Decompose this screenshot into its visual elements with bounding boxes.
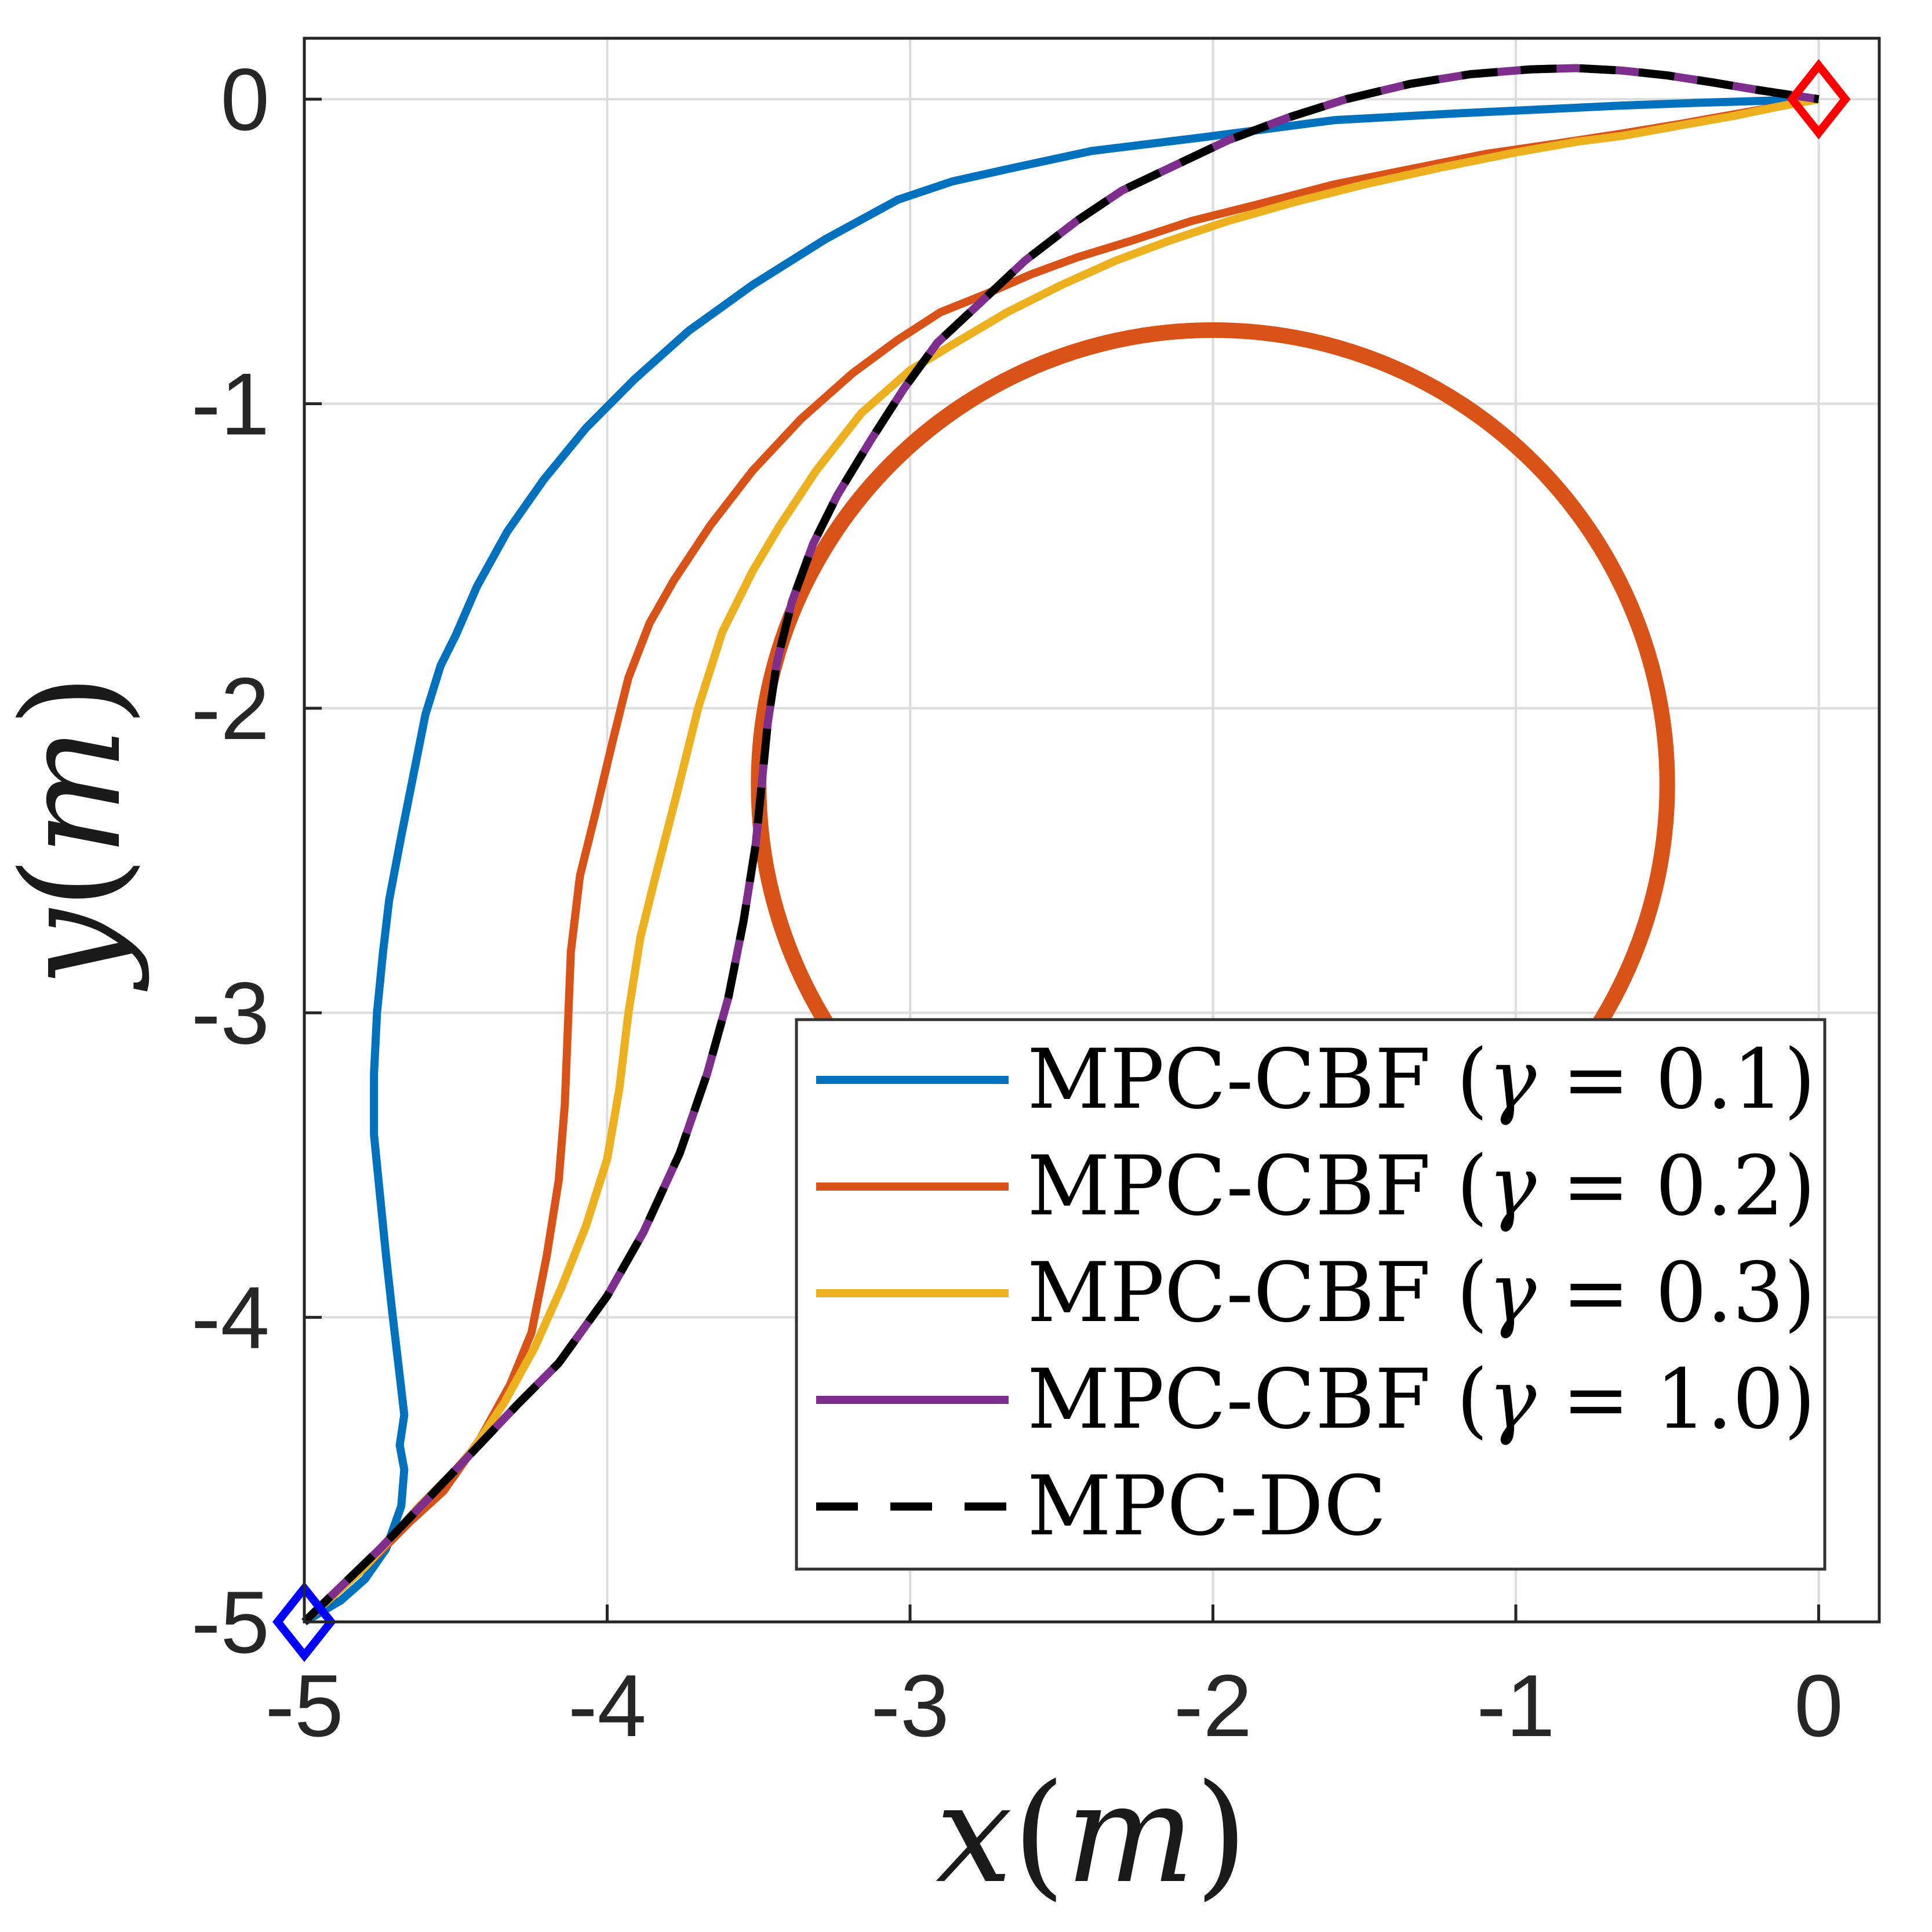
x-tick-label: -4: [568, 1657, 646, 1755]
trajectory-4: [301, 64, 1820, 1625]
y-tick-label: -4: [191, 1269, 270, 1367]
goal-marker: [1787, 59, 1851, 140]
markers: [272, 59, 1851, 1662]
tick-labels: -5 -4 -3 -2 -1 0 0 -1 -2 -3 -4 -5: [191, 50, 1843, 1755]
axes-box: [303, 37, 1881, 1624]
trajectories: [301, 64, 1820, 1626]
x-tick-label: -2: [1174, 1657, 1252, 1755]
legend-entry-label: MPC-CBF (γ = 0.2): [1027, 1138, 1815, 1234]
x-tick-label: -1: [1476, 1657, 1555, 1755]
y-tick-label: 0: [220, 50, 270, 149]
axes-frame: [303, 37, 1881, 1624]
trajectory-0: [302, 95, 1819, 1626]
y-tick-label: -2: [191, 660, 270, 758]
legend: MPC-CBF (γ = 0.1) MPC-CBF (γ = 0.2) MPC-CB…: [795, 1018, 1827, 1571]
y-tick-label: -1: [191, 355, 270, 453]
y-tick-label: -3: [191, 964, 270, 1063]
axis-labels: x(m) y(m): [0, 674, 1248, 1913]
y-tick-label: -5: [191, 1573, 270, 1672]
legend-entry-label: MPC-CBF (γ = 1.0): [1027, 1352, 1815, 1447]
x-axis-label: x(m): [936, 1755, 1248, 1913]
start-marker: [272, 1581, 336, 1662]
trajectory-1: [301, 95, 1820, 1625]
x-tick-label: 0: [1794, 1657, 1843, 1755]
legend-entry-label: MPC-DC: [1027, 1458, 1387, 1554]
trajectory-2: [301, 95, 1820, 1625]
x-tick-label: -5: [265, 1657, 343, 1755]
y-axis-label: y(m): [0, 674, 151, 992]
legend-entry-label: MPC-CBF (γ = 0.3): [1027, 1245, 1815, 1341]
x-tick-label: -3: [871, 1657, 949, 1755]
legend-entry-label: MPC-CBF (γ = 0.1): [1027, 1032, 1815, 1127]
